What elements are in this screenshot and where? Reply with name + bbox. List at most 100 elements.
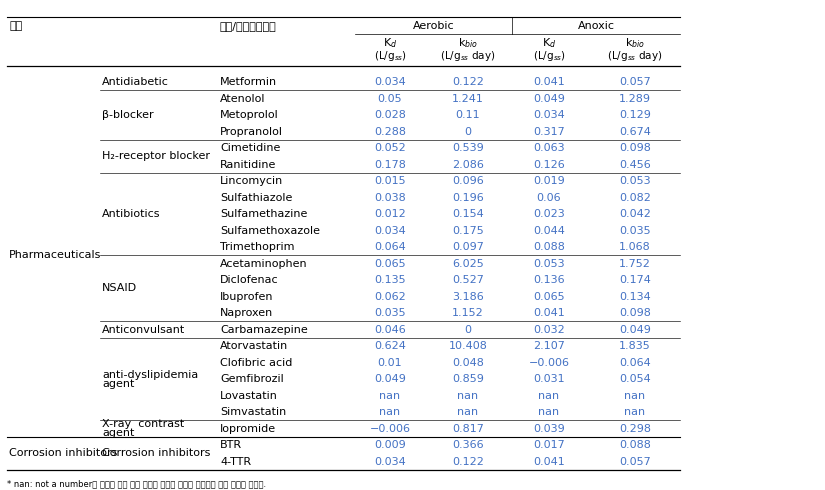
Text: K$_d$: K$_d$: [383, 36, 397, 50]
Text: Sulfamethazine: Sulfamethazine: [220, 209, 308, 219]
Text: 0.366: 0.366: [452, 440, 483, 450]
Text: 0.174: 0.174: [619, 275, 651, 285]
Text: 0.031: 0.031: [533, 374, 565, 384]
Text: 0: 0: [464, 126, 472, 137]
Text: (L/g$_{ss}$ day): (L/g$_{ss}$ day): [607, 49, 662, 63]
Text: 3.186: 3.186: [452, 292, 484, 301]
Text: 0.098: 0.098: [619, 308, 651, 318]
Text: 0.097: 0.097: [452, 242, 484, 252]
Text: 10.408: 10.408: [449, 341, 488, 351]
Text: 0.05: 0.05: [378, 94, 403, 103]
Text: 2.107: 2.107: [533, 341, 565, 351]
Text: 0.175: 0.175: [452, 225, 484, 236]
Text: 0.122: 0.122: [452, 77, 484, 87]
Text: 0.034: 0.034: [533, 110, 565, 120]
Text: 0.317: 0.317: [533, 126, 565, 137]
Text: X-ray  contrast: X-ray contrast: [102, 419, 184, 429]
Text: 0.034: 0.034: [374, 77, 406, 87]
Text: Diclofenac: Diclofenac: [220, 275, 279, 285]
Text: 0.049: 0.049: [619, 324, 651, 335]
Text: Antibiotics: Antibiotics: [102, 209, 161, 219]
Text: −0.006: −0.006: [529, 358, 569, 368]
Text: 0.034: 0.034: [374, 457, 406, 466]
Text: 0.527: 0.527: [452, 275, 484, 285]
Text: 1.241: 1.241: [452, 94, 484, 103]
Text: Naproxen: Naproxen: [220, 308, 273, 318]
Text: Anoxic: Anoxic: [578, 21, 615, 31]
Text: nan: nan: [380, 407, 401, 417]
Text: 0.015: 0.015: [375, 176, 406, 186]
Text: 1.068: 1.068: [619, 242, 651, 252]
Text: 0.122: 0.122: [452, 457, 484, 466]
Text: Iopromide: Iopromide: [220, 423, 276, 434]
Text: Antidiabetic: Antidiabetic: [102, 77, 169, 87]
Text: 0.063: 0.063: [533, 143, 565, 153]
Text: H₂-receptor blocker: H₂-receptor blocker: [102, 151, 210, 161]
Text: Sulfamethoxazole: Sulfamethoxazole: [220, 225, 320, 236]
Text: 0.064: 0.064: [619, 358, 651, 368]
Text: 0.028: 0.028: [374, 110, 406, 120]
Text: 0.06: 0.06: [537, 193, 561, 202]
Text: 0.01: 0.01: [378, 358, 403, 368]
Text: 0.034: 0.034: [374, 225, 406, 236]
Text: 0.049: 0.049: [374, 374, 406, 384]
Text: 0.035: 0.035: [375, 308, 406, 318]
Text: 0.088: 0.088: [533, 242, 565, 252]
Text: NSAID: NSAID: [102, 283, 137, 293]
Text: 0.196: 0.196: [452, 193, 484, 202]
Text: 0.11: 0.11: [455, 110, 480, 120]
Text: 0.082: 0.082: [619, 193, 651, 202]
Text: 0.088: 0.088: [619, 440, 651, 450]
Text: Lincomycin: Lincomycin: [220, 176, 283, 186]
Text: nan: nan: [539, 407, 559, 417]
Text: (L/g$_{ss}$): (L/g$_{ss}$): [532, 49, 565, 63]
Text: Clofibric acid: Clofibric acid: [220, 358, 292, 368]
Text: −0.006: −0.006: [370, 423, 411, 434]
Text: 0.126: 0.126: [533, 160, 565, 170]
Text: 1.835: 1.835: [619, 341, 651, 351]
Text: 0.052: 0.052: [374, 143, 406, 153]
Text: 0.046: 0.046: [374, 324, 406, 335]
Text: 0.456: 0.456: [619, 160, 651, 170]
Text: 0.136: 0.136: [533, 275, 565, 285]
Text: 1.752: 1.752: [619, 259, 651, 269]
Text: 0.098: 0.098: [619, 143, 651, 153]
Text: Aerobic: Aerobic: [412, 21, 455, 31]
Text: 0.539: 0.539: [452, 143, 484, 153]
Text: 0.062: 0.062: [374, 292, 406, 301]
Text: 0.041: 0.041: [533, 308, 565, 318]
Text: 0.032: 0.032: [533, 324, 565, 335]
Text: 0.859: 0.859: [452, 374, 484, 384]
Text: 0.049: 0.049: [533, 94, 565, 103]
Text: 0.048: 0.048: [452, 358, 484, 368]
Text: 0.054: 0.054: [619, 374, 651, 384]
Text: nan: nan: [457, 391, 478, 400]
Text: 0.065: 0.065: [375, 259, 406, 269]
Text: 0.042: 0.042: [619, 209, 651, 219]
Text: 0.019: 0.019: [533, 176, 565, 186]
Text: 0.057: 0.057: [619, 457, 651, 466]
Text: β-blocker: β-blocker: [102, 110, 153, 120]
Text: BTR: BTR: [220, 440, 242, 450]
Text: (L/g$_{ss}$): (L/g$_{ss}$): [374, 49, 407, 63]
Text: 0.154: 0.154: [452, 209, 484, 219]
Text: 0.009: 0.009: [374, 440, 406, 450]
Text: Metformin: Metformin: [220, 77, 277, 87]
Text: 0.065: 0.065: [533, 292, 565, 301]
Text: 0.012: 0.012: [374, 209, 406, 219]
Text: Atorvastatin: Atorvastatin: [220, 341, 288, 351]
Text: nan: nan: [380, 391, 401, 400]
Text: k$_{bio}$: k$_{bio}$: [625, 36, 645, 50]
Text: anti-dyslipidemia: anti-dyslipidemia: [102, 369, 198, 379]
Text: 6.025: 6.025: [452, 259, 484, 269]
Text: 0.053: 0.053: [533, 259, 565, 269]
Text: 0.064: 0.064: [374, 242, 406, 252]
Text: nan: nan: [625, 407, 645, 417]
Text: 1.289: 1.289: [619, 94, 651, 103]
Text: K$_d$: K$_d$: [542, 36, 556, 50]
Text: Cimetidine: Cimetidine: [220, 143, 280, 153]
Text: Carbamazepine: Carbamazepine: [220, 324, 308, 335]
Text: agent: agent: [102, 428, 134, 438]
Text: Ibuprofen: Ibuprofen: [220, 292, 274, 301]
Text: 0.134: 0.134: [619, 292, 651, 301]
